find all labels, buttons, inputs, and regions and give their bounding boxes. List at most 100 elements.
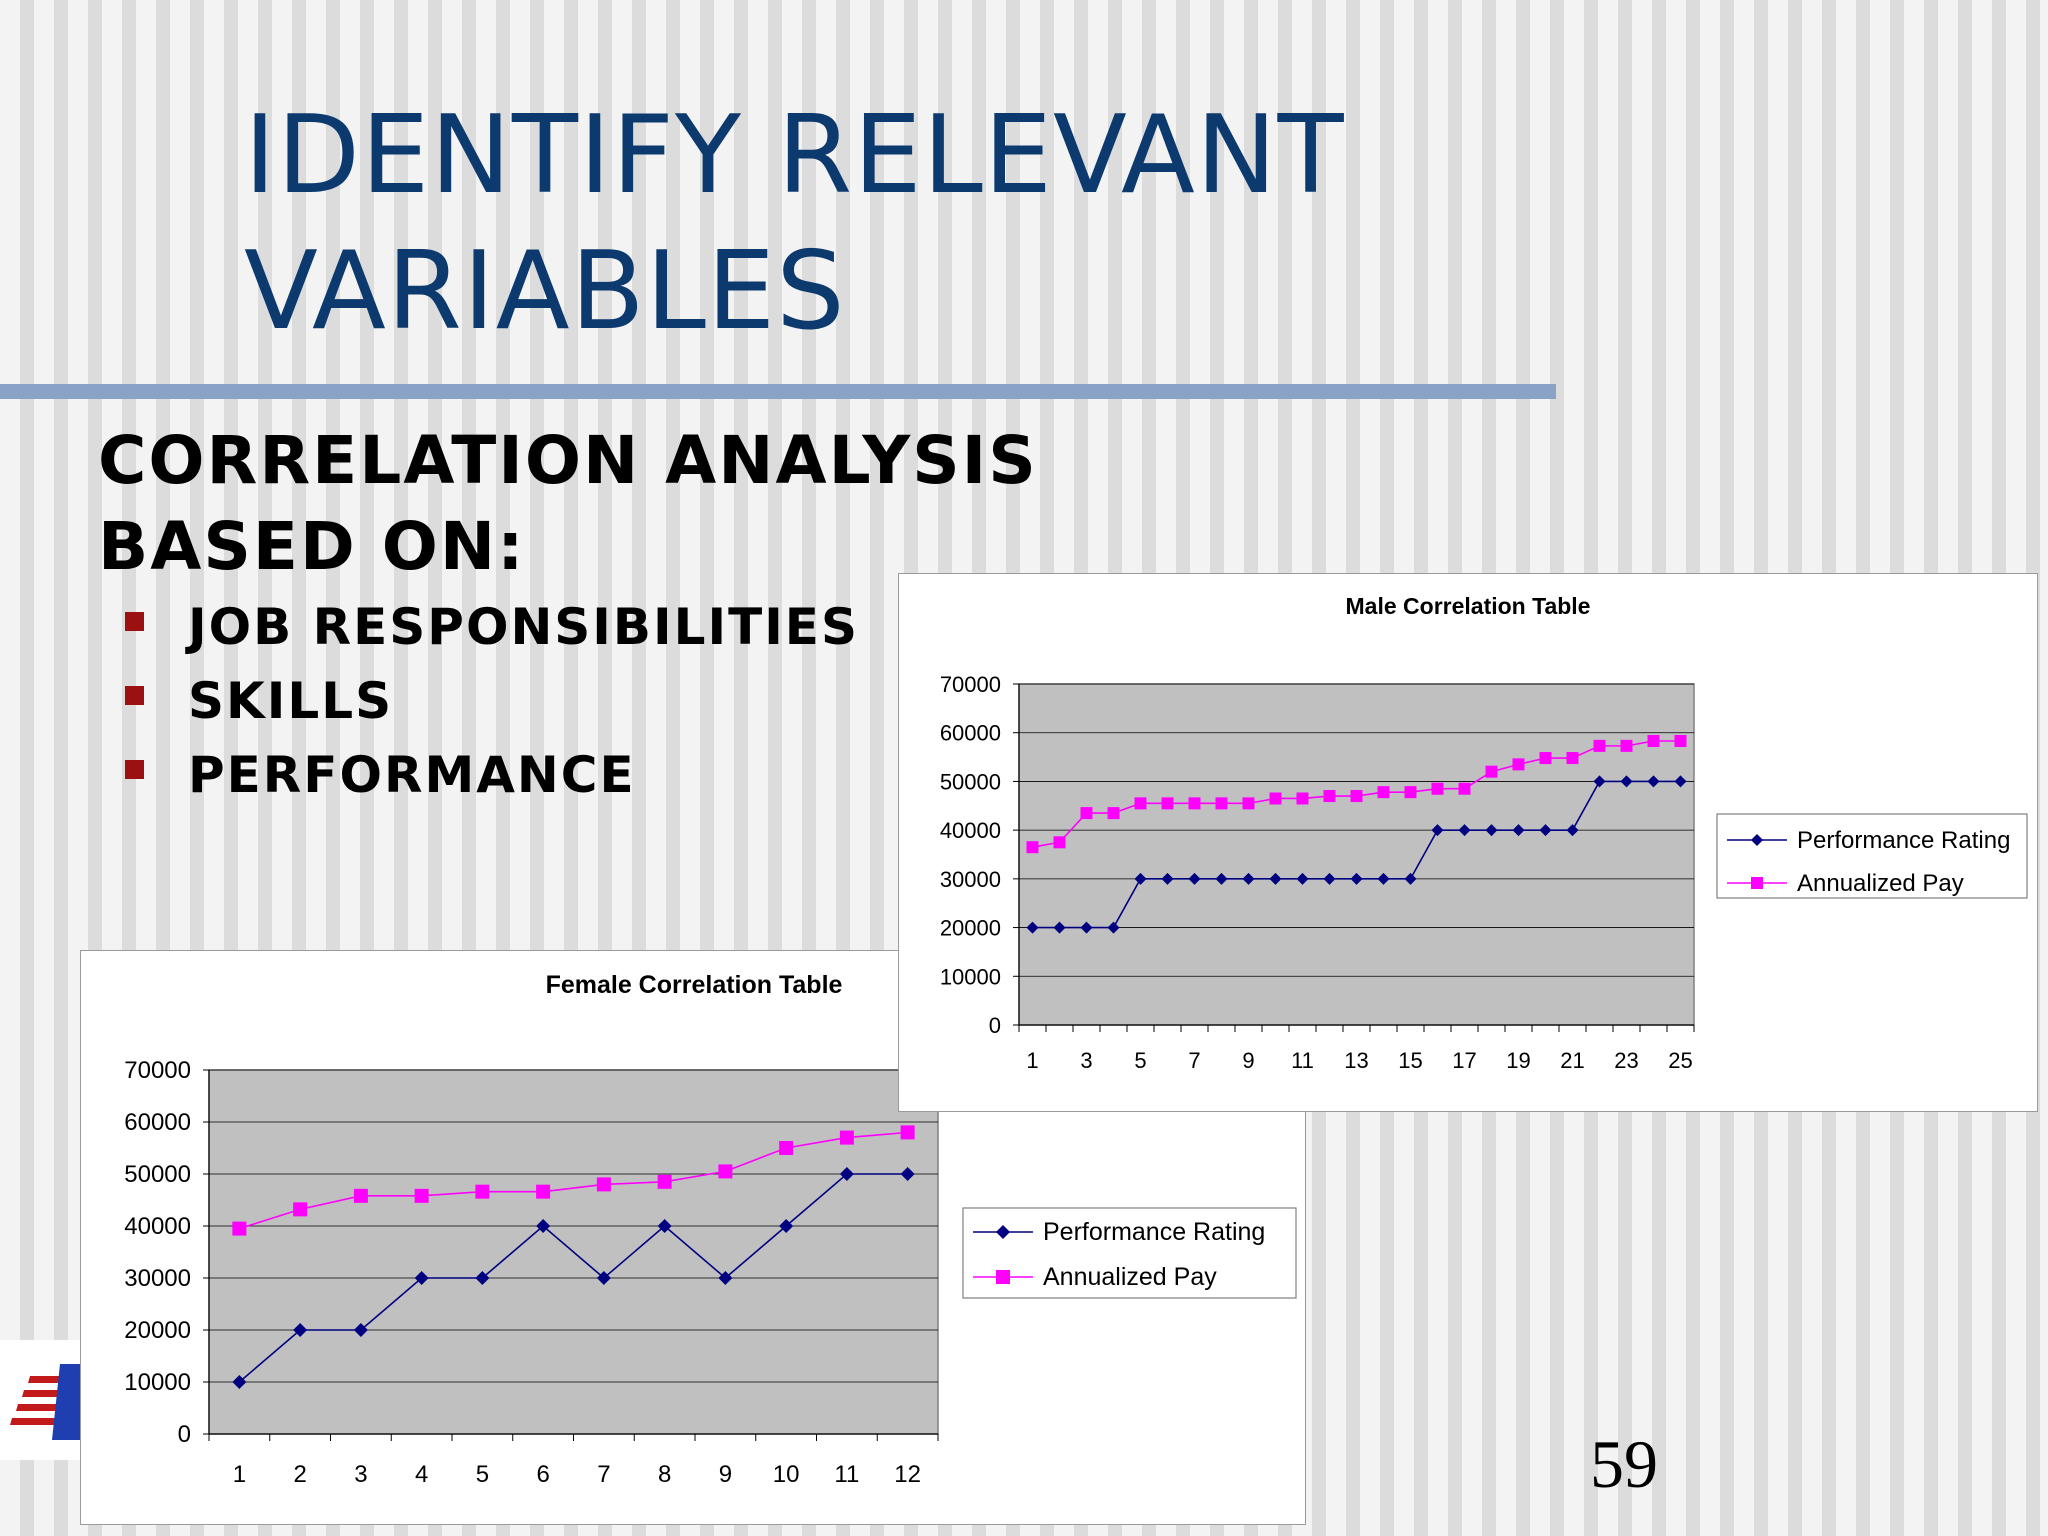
data-point <box>1674 775 1687 788</box>
data-point <box>1323 872 1336 885</box>
data-point <box>1647 734 1660 747</box>
x-tick-label: 11 <box>834 1461 859 1488</box>
data-point <box>1296 872 1309 885</box>
data-point <box>1026 841 1039 854</box>
data-point <box>1458 824 1471 837</box>
x-tick-label: 5 <box>476 1461 489 1488</box>
legend-label: Performance Rating <box>1043 1218 1265 1246</box>
female-correlation-chart: Female Correlation Table 0 10000 20000 30000… <box>124 971 1297 1488</box>
data-point <box>1404 872 1417 885</box>
y-tick-label: 30000 <box>124 1265 191 1292</box>
data-point <box>536 1184 551 1199</box>
y-tick-label: 70000 <box>124 1057 191 1084</box>
data-point <box>1647 775 1660 788</box>
x-tick-label: 3 <box>354 1461 367 1488</box>
data-point <box>1566 752 1579 765</box>
data-point <box>718 1164 733 1179</box>
x-tick-label: 4 <box>415 1461 428 1488</box>
bullet-square-icon <box>125 612 144 631</box>
data-point <box>1080 921 1093 934</box>
data-point <box>596 1271 611 1285</box>
legend-marker <box>996 1225 1010 1239</box>
data-point <box>839 1167 854 1181</box>
x-tick-label: 1 <box>1026 1048 1038 1073</box>
data-point <box>1053 921 1066 934</box>
chart-title: Female Correlation Table <box>546 971 843 999</box>
data-point <box>475 1184 490 1199</box>
legend-box <box>962 1207 1297 1299</box>
data-point <box>1323 790 1336 803</box>
data-point <box>1242 797 1255 810</box>
data-point <box>1107 921 1120 934</box>
legend-marker <box>996 1270 1010 1284</box>
x-tick-label: 9 <box>1242 1048 1254 1073</box>
series-line <box>238 1173 908 1383</box>
y-tick-label: 40000 <box>124 1213 191 1240</box>
x-tick-label: 10 <box>773 1461 800 1488</box>
y-tick-label: 20000 <box>940 916 1001 941</box>
y-tick-label: 30000 <box>940 867 1001 892</box>
legend-label: Performance Rating <box>1797 827 2010 854</box>
page-number: 59 <box>1590 1426 1658 1502</box>
bullet-text: JOB RESPONSIBILITIES <box>188 598 859 656</box>
data-point <box>718 1271 733 1285</box>
series-line <box>239 1131 908 1230</box>
data-point <box>657 1174 672 1189</box>
data-point <box>1485 765 1498 778</box>
bullet-square-icon <box>125 760 144 779</box>
legend-marker <box>1751 877 1763 889</box>
y-tick-label: 70000 <box>940 672 1001 697</box>
male-correlation-chart: Male Correlation Table 0 10000 20000 30000 40… <box>940 593 2028 1073</box>
bullet-item: PERFORMANCE <box>125 738 859 812</box>
data-point <box>1485 824 1498 837</box>
data-point <box>1431 824 1444 837</box>
x-tick-label: 15 <box>1398 1048 1422 1073</box>
data-point <box>353 1188 368 1203</box>
data-point <box>1620 775 1633 788</box>
data-point <box>1350 790 1363 803</box>
data-point <box>1134 872 1147 885</box>
chart-title: Male Correlation Table <box>1346 593 1591 619</box>
y-tick-label: 0 <box>178 1421 191 1448</box>
slide-title: IDENTIFY RELEVANT VARIABLES <box>244 88 1345 360</box>
x-tick-label: 17 <box>1452 1048 1476 1073</box>
data-point <box>293 1323 308 1337</box>
data-point <box>1134 797 1147 810</box>
legend-label: Annualized Pay <box>1797 870 1964 897</box>
bullet-item: SKILLS <box>125 664 859 738</box>
slide-title-line-1: IDENTIFY RELEVANT <box>244 93 1345 218</box>
series-performance-rating <box>232 1167 915 1389</box>
data-point <box>293 1202 308 1217</box>
y-tick-label: 10000 <box>940 964 1001 989</box>
legend-box <box>1716 813 2028 899</box>
y-tick-label: 10000 <box>124 1369 191 1396</box>
data-point <box>1296 792 1309 805</box>
data-point <box>657 1219 672 1233</box>
data-point <box>1053 836 1066 849</box>
x-tick-label: 8 <box>658 1461 671 1488</box>
x-tick-label: 12 <box>894 1461 921 1488</box>
x-tick-label: 2 <box>293 1461 306 1488</box>
data-point <box>536 1219 551 1233</box>
data-point <box>414 1188 429 1203</box>
data-point <box>414 1271 429 1285</box>
data-point <box>1458 782 1471 795</box>
data-point <box>1269 872 1282 885</box>
company-logo-icon <box>0 1340 85 1460</box>
x-tick-label: 5 <box>1134 1048 1146 1073</box>
data-point <box>1215 797 1228 810</box>
data-point <box>1350 872 1363 885</box>
bullet-text: SKILLS <box>188 672 394 730</box>
legend-marker <box>1751 834 1763 846</box>
x-tick-label: 3 <box>1080 1048 1092 1073</box>
section-heading: CORRELATION ANALYSIS BASED ON: <box>98 418 1038 590</box>
data-point <box>1188 872 1201 885</box>
data-point <box>779 1141 794 1155</box>
section-heading-line-1: CORRELATION ANALYSIS <box>98 422 1038 499</box>
x-tick-label: 25 <box>1668 1048 1692 1073</box>
x-tick-label: 7 <box>1188 1048 1200 1073</box>
title-divider <box>0 384 1556 399</box>
data-point <box>1215 872 1228 885</box>
y-tick-label: 20000 <box>124 1317 191 1344</box>
x-tick-label: 1 <box>233 1461 246 1488</box>
